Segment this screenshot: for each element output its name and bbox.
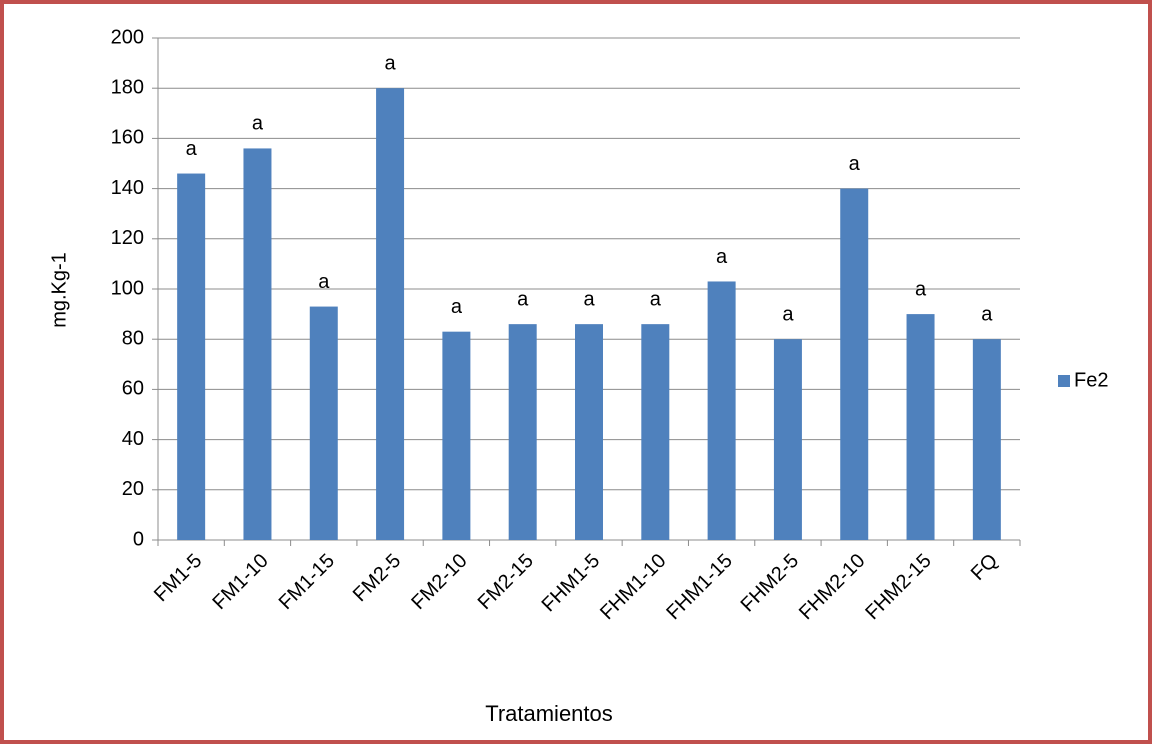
x-tick-label: FHM1-10 <box>596 550 671 625</box>
data-annotation: a <box>716 246 728 268</box>
x-tick-label: FHM2-10 <box>795 550 870 625</box>
bar <box>243 148 272 540</box>
y-tick-label: 180 <box>111 76 144 98</box>
y-tick-label: 80 <box>122 327 144 349</box>
bar <box>575 324 603 540</box>
x-tick-label: FM1-10 <box>208 550 272 614</box>
y-tick-label: 40 <box>122 428 144 450</box>
x-tick-label: FHM2-5 <box>737 550 804 617</box>
data-annotation: a <box>915 278 927 300</box>
x-tick-label: FQ <box>967 550 1002 585</box>
data-annotation: a <box>385 52 397 74</box>
bar <box>840 188 869 540</box>
y-tick-label: 0 <box>133 528 144 550</box>
x-tick-label: FHM1-15 <box>662 550 737 625</box>
y-tick-label: 160 <box>111 127 144 149</box>
bar <box>906 314 935 540</box>
x-tick-label: FHM1-5 <box>538 550 605 617</box>
legend-label: Fe2 <box>1074 369 1108 391</box>
bar <box>972 339 1001 540</box>
bar <box>177 173 206 541</box>
data-annotation: a <box>318 271 330 293</box>
x-tick-label: FHM2-15 <box>861 550 936 625</box>
y-axis-label: mg.Kg-1 <box>48 252 70 328</box>
y-tick-label: 120 <box>111 227 144 249</box>
y-tick-label: 60 <box>122 378 144 400</box>
data-annotation: a <box>650 288 662 310</box>
bar <box>707 281 736 540</box>
bar <box>442 331 471 540</box>
data-annotation: a <box>981 303 993 325</box>
data-annotation: a <box>849 153 861 175</box>
bar <box>309 306 338 540</box>
bar <box>508 324 537 540</box>
x-tick-label: FM2-15 <box>474 550 538 614</box>
bar <box>376 88 405 540</box>
data-annotation: a <box>186 138 198 160</box>
bar <box>773 339 802 540</box>
y-tick-label: 200 <box>111 26 144 48</box>
x-tick-label: FM2-10 <box>407 550 471 614</box>
x-axis-label: Tratamientos <box>485 701 613 726</box>
data-annotation: a <box>517 288 529 310</box>
data-annotation: a <box>782 303 794 325</box>
y-tick-label: 140 <box>111 177 144 199</box>
legend-swatch <box>1058 375 1070 387</box>
x-tick-label: FM1-5 <box>150 550 206 606</box>
data-annotation: a <box>451 296 463 318</box>
x-tick-label: FM2-5 <box>349 550 405 606</box>
y-tick-label: 20 <box>122 478 144 500</box>
x-tick-label: FM1-15 <box>275 550 339 614</box>
data-annotation: a <box>252 113 264 135</box>
bar <box>641 324 670 540</box>
data-annotation: a <box>583 288 595 310</box>
y-tick-label: 100 <box>111 277 144 299</box>
